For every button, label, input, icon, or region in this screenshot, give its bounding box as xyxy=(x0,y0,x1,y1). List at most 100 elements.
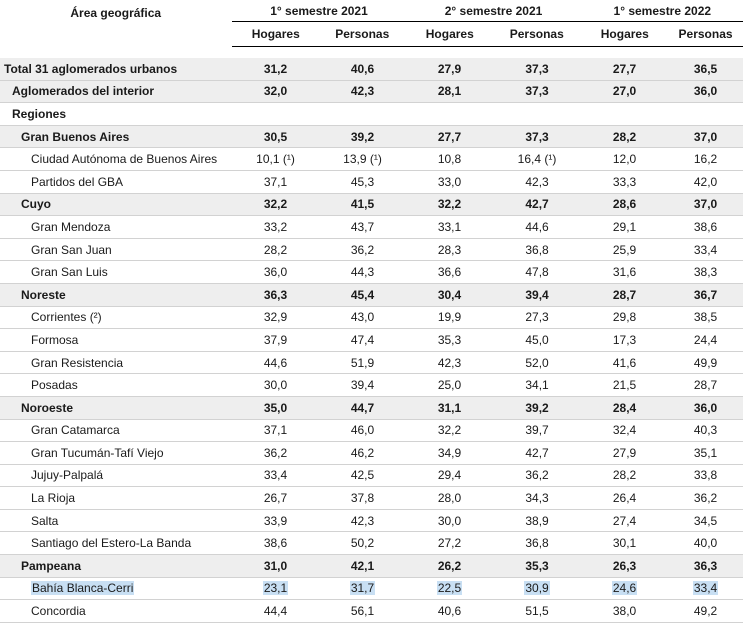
cell: 40,0 xyxy=(668,531,743,556)
row-label: Gran Tucumán-Tafí Viejo xyxy=(0,441,232,465)
cell: 44,3 xyxy=(319,260,407,284)
cell: 36,7 xyxy=(668,283,743,307)
cell: 17,3 xyxy=(581,328,669,352)
cell: 41,5 xyxy=(319,193,407,217)
cell: 44,4 xyxy=(232,599,319,623)
cell: 38,5 xyxy=(668,306,743,330)
cell: 45,3 xyxy=(319,170,407,194)
row-label: Pampeana xyxy=(0,554,232,578)
cell: 30,9 xyxy=(524,581,550,596)
cell: 26,2 xyxy=(406,554,494,578)
cell: 37,1 xyxy=(232,170,319,194)
cell: 13,9 (¹) xyxy=(319,147,407,171)
cell: 32,4 xyxy=(581,419,669,443)
table-row: Posadas 30,0 39,4 25,0 34,1 21,5 28,7 xyxy=(0,373,743,397)
cell: 10,1 (¹) xyxy=(232,147,319,171)
cell: 40,6 xyxy=(319,58,407,81)
cell: 41,6 xyxy=(581,351,669,375)
table-row: Jujuy-Palpalá 33,4 42,5 29,4 36,2 28,2 3… xyxy=(0,464,743,488)
table-row: Gran Catamarca 37,1 46,0 32,2 39,7 32,4 … xyxy=(0,419,743,443)
personas-header: Personas xyxy=(493,21,582,47)
cell: 46,0 xyxy=(319,419,407,443)
cell: 26,7 xyxy=(232,486,319,510)
row-label: Santiago del Estero-La Banda xyxy=(0,531,232,556)
cell: 42,3 xyxy=(493,170,582,194)
cell: 28,1 xyxy=(406,80,494,104)
cell: 39,2 xyxy=(493,396,582,420)
row-label: Regiones xyxy=(0,102,232,126)
table-row: La Rioja 26,7 37,8 28,0 34,3 26,4 36,2 xyxy=(0,486,743,510)
cell: 12,0 xyxy=(581,147,669,171)
cell: 46,2 xyxy=(319,441,407,465)
cell: 27,2 xyxy=(406,531,494,556)
cell: 42,5 xyxy=(319,464,407,488)
cell: 44,6 xyxy=(493,215,582,239)
cell: 19,9 xyxy=(406,306,494,330)
cell: 29,1 xyxy=(581,215,669,239)
row-label: Corrientes (²) xyxy=(0,306,232,330)
cell: 31,0 xyxy=(232,554,319,578)
cell: 37,0 xyxy=(668,193,743,217)
cell: 47,8 xyxy=(493,260,582,284)
geo-area-header: Área geográfica xyxy=(70,6,162,20)
cell: 40,3 xyxy=(668,419,743,443)
table-row: Corrientes (²) 32,9 43,0 19,9 27,3 29,8 … xyxy=(0,306,743,330)
table-row: Noroeste 35,0 44,7 31,1 39,2 28,4 36,0 xyxy=(0,396,743,420)
cell: 35,3 xyxy=(493,554,582,578)
cell: 32,0 xyxy=(232,80,319,104)
row-label: Ciudad Autónoma de Buenos Aires xyxy=(0,147,232,171)
cell: 25,0 xyxy=(406,373,494,397)
table-row: Salta 33,9 42,3 30,0 38,9 27,4 34,5 xyxy=(0,509,743,533)
cell: 35,1 xyxy=(668,441,743,465)
row-label: La Rioja xyxy=(0,486,232,510)
table-row: Gran Mendoza 33,2 43,7 33,1 44,6 29,1 38… xyxy=(0,215,743,239)
cell: 39,4 xyxy=(319,373,407,397)
table-row: Formosa 37,9 47,4 35,3 45,0 17,3 24,4 xyxy=(0,328,743,352)
cell: 34,5 xyxy=(668,509,743,533)
cell: 27,7 xyxy=(581,58,669,81)
cell: 22,5 xyxy=(436,581,463,596)
personas-header: Personas xyxy=(319,21,407,47)
cell: 27,0 xyxy=(581,80,669,104)
cell: 37,8 xyxy=(319,486,407,510)
cell: 34,1 xyxy=(493,373,582,397)
cell: 29,4 xyxy=(406,464,494,488)
cell: 50,2 xyxy=(319,531,407,556)
table-row: Ciudad Autónoma de Buenos Aires 10,1 (¹)… xyxy=(0,147,743,171)
cell: 16,4 (¹) xyxy=(493,147,582,171)
cell: 37,3 xyxy=(493,58,582,81)
cell: 43,0 xyxy=(319,306,407,330)
cell: 36,2 xyxy=(319,238,407,262)
table-row: Concordia 44,4 56,1 40,6 51,5 38,0 49,2 xyxy=(0,599,743,623)
cell: 31,7 xyxy=(349,581,376,596)
cell: 36,2 xyxy=(493,464,582,488)
cell: 32,2 xyxy=(406,193,494,217)
row-label: Gran Catamarca xyxy=(0,419,232,443)
cell: 47,4 xyxy=(319,328,407,352)
table-row: Gran Buenos Aires 30,5 39,2 27,7 37,3 28… xyxy=(0,125,743,149)
table-row: Total 31 aglomerados urbanos 31,2 40,6 2… xyxy=(0,58,743,81)
table-row: Partidos del GBA 37,1 45,3 33,0 42,3 33,… xyxy=(0,170,743,194)
cell: 37,3 xyxy=(493,80,582,104)
table-row: Gran Tucumán-Tafí Viejo 36,2 46,2 34,9 4… xyxy=(0,441,743,465)
cell: 23,1 xyxy=(262,581,289,596)
cell: 42,0 xyxy=(668,170,743,194)
cell: 30,1 xyxy=(581,531,669,556)
cell: 34,3 xyxy=(493,486,582,510)
row-label: Aglomerados del interior xyxy=(0,80,232,104)
row-label: Gran San Juan xyxy=(0,238,232,262)
row-label: Total 31 aglomerados urbanos xyxy=(0,58,232,81)
cell: 36,8 xyxy=(493,238,582,262)
row-label: Formosa xyxy=(0,328,232,352)
cell: 33,4 xyxy=(692,581,719,596)
cell: 33,0 xyxy=(406,170,494,194)
cell: 45,0 xyxy=(493,328,582,352)
table-row: Santiago del Estero-La Banda 38,6 50,2 2… xyxy=(0,531,743,556)
row-label: Gran Mendoza xyxy=(0,215,232,239)
cell: 49,2 xyxy=(668,599,743,623)
hogares-header: Hogares xyxy=(580,21,669,47)
cell: 34,9 xyxy=(406,441,494,465)
spacer-row xyxy=(0,46,743,58)
cell: 43,7 xyxy=(319,215,407,239)
